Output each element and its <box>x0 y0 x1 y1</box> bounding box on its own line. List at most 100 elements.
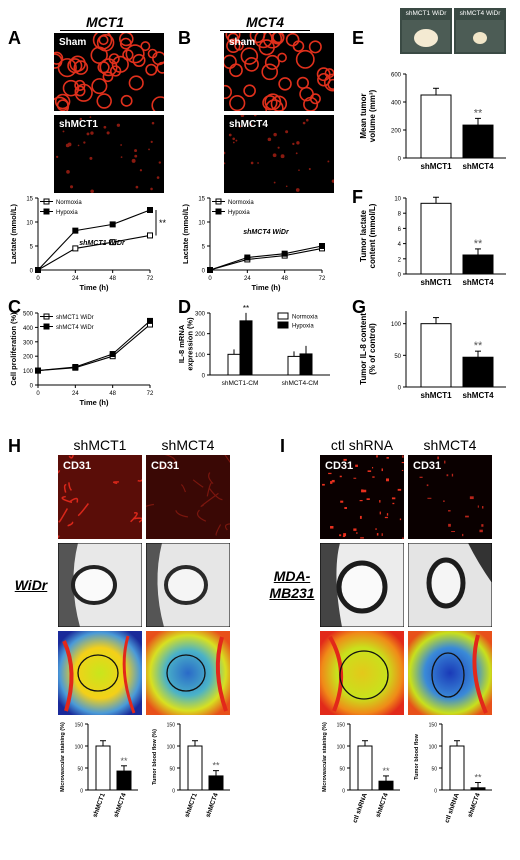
stain-dot <box>285 185 288 188</box>
vessel-stroke <box>224 455 230 464</box>
data-point <box>109 351 116 358</box>
vessel-speck <box>448 523 451 527</box>
y-tick-label: 150 <box>337 723 346 729</box>
cell-outline <box>140 41 151 52</box>
panel-i-cd31-ctl <box>320 455 404 539</box>
y-tick-label: 10 <box>394 197 401 203</box>
data-point <box>147 232 153 239</box>
y-axis-label: Microvascular staining (%) <box>322 722 328 792</box>
panel-h-cd31-shmct4 <box>146 455 230 539</box>
cell-outline <box>285 33 300 47</box>
legend-marker <box>277 321 289 329</box>
y-axis-label: Tumor blood flow (%) <box>152 729 158 785</box>
x-tick-label: 24 <box>72 276 79 282</box>
x-tick-label: 0 <box>36 391 40 397</box>
cell-outline <box>91 78 108 95</box>
vessel-stroke <box>58 508 69 523</box>
vessel-stroke <box>206 481 214 497</box>
y-tick-label: 0 <box>172 789 175 795</box>
panel-i-cd31-shmct4 <box>408 455 492 539</box>
cell-outline <box>74 79 86 92</box>
significance-marker: ** <box>212 761 220 771</box>
cell-outline <box>317 72 331 87</box>
cell-outline <box>147 48 158 59</box>
y-axis-label: Tumor lactate <box>359 210 368 262</box>
legend-label: Normoxia <box>228 200 254 206</box>
stain-dot <box>232 137 236 141</box>
vessel-speck <box>353 528 357 531</box>
stain-dot <box>331 179 334 183</box>
vessel-stroke <box>146 503 155 507</box>
y-tick-label: 100 <box>337 745 346 751</box>
vessel-speck <box>339 534 342 537</box>
vessel-speck <box>331 479 335 483</box>
panel-i-mri-shmct4 <box>408 543 492 627</box>
y-tick-label: 15 <box>198 197 205 203</box>
panel-a-bottom-label: shMCT1 <box>59 119 98 130</box>
cell-outline <box>244 57 259 72</box>
x-tick-label: shMCT4 <box>462 162 494 171</box>
chart-d: 0 100 200 300 IL-8 mRNA expression (%) shMCT1-… <box>177 305 330 387</box>
vessel-stroke <box>67 521 74 527</box>
series-line <box>37 324 151 372</box>
x-tick-label: shMCT1 <box>420 162 452 171</box>
cell-outline <box>299 86 314 102</box>
series-line <box>37 209 151 271</box>
stain-dot <box>240 115 245 118</box>
y-axis-label: IL-8 mRNA <box>177 324 186 363</box>
vessel-stroke <box>77 503 89 517</box>
y-tick-label: 0 <box>398 386 402 392</box>
cell-line-label: shMCT1 WiDr <box>79 240 126 247</box>
bar <box>208 775 224 791</box>
cell-outline <box>119 33 134 47</box>
vessel-speck <box>391 497 396 500</box>
panel-b-top-label: sham <box>229 37 256 48</box>
legend-label: shMCT1 WiDr <box>56 315 94 321</box>
vessel-stroke <box>180 483 186 493</box>
cell-outline <box>229 95 246 111</box>
data-point <box>244 254 251 261</box>
stain-dot <box>62 130 65 133</box>
x-tick-label: ctl shRNA <box>444 792 461 824</box>
significance-marker: ** <box>474 107 483 119</box>
y-axis-label: Lactate (mmol/L) <box>181 203 190 264</box>
panel-e-photo-right-label: shMCT4 WiDr <box>459 10 501 17</box>
vessel-speck <box>362 489 367 493</box>
stain-dot <box>103 125 107 129</box>
panel-letter-g: G <box>352 297 367 317</box>
panel-h-mri-shmct1 <box>58 543 142 627</box>
vessel-speck <box>386 513 389 516</box>
panel-letter-f: F <box>352 187 363 207</box>
data-point <box>35 367 41 374</box>
cell-outline <box>54 93 71 110</box>
stain-dot <box>232 141 235 144</box>
x-axis-label: Time (h) <box>79 283 109 292</box>
vessel-speck <box>355 464 358 467</box>
cell-outline <box>303 96 319 111</box>
panel-letter-e: E <box>352 28 365 48</box>
vessel-speck <box>372 476 375 478</box>
vessel-speck <box>344 507 347 510</box>
bar <box>462 124 494 159</box>
y-tick-label: 50 <box>431 767 437 773</box>
vessel-speck <box>465 515 469 518</box>
series-line <box>37 234 151 271</box>
cell-outline <box>262 33 283 49</box>
y-tick-label: 200 <box>23 355 34 361</box>
vessel-speck <box>376 533 379 536</box>
vessel-speck <box>397 488 402 491</box>
cell-outline <box>225 33 241 43</box>
x-tick-label: shMCT4 <box>375 792 390 819</box>
stain-dot <box>280 154 285 159</box>
panel-i-perfusion-ctl <box>320 631 404 715</box>
bar <box>470 787 486 791</box>
x-tick-label: shMCT1 <box>184 792 199 819</box>
cell-line-label: shMCT4 WiDr <box>243 229 290 236</box>
vessel-stroke <box>175 510 189 518</box>
stain-dot <box>253 115 257 117</box>
x-tick-label: shMCT4 <box>205 792 220 819</box>
panel-letter-a: A <box>8 28 21 48</box>
y-axis-label: (% of control) <box>368 323 377 375</box>
bar <box>287 355 301 376</box>
cell-outline <box>125 44 145 64</box>
